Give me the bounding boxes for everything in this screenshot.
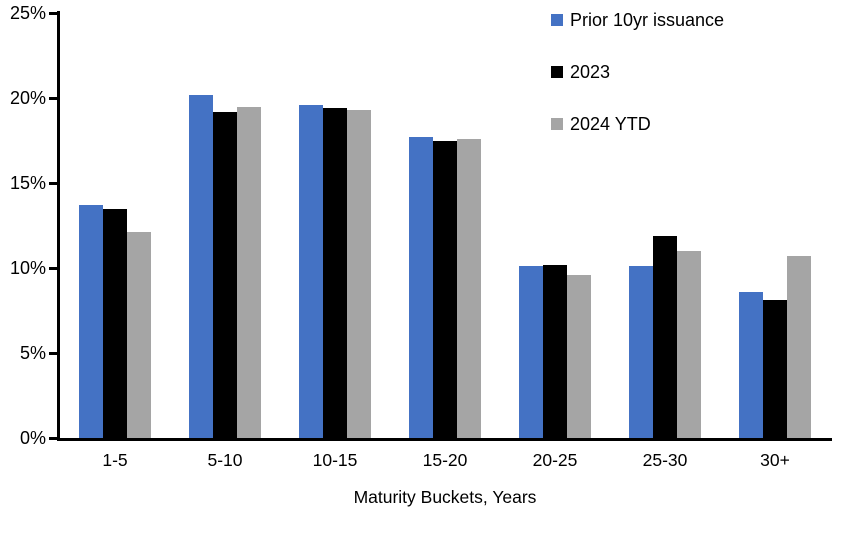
bar-prior-10yr-issuance-20-25 bbox=[519, 266, 543, 438]
x-tick-label-1-5: 1-5 bbox=[102, 450, 128, 470]
y-tick-mark bbox=[49, 97, 57, 100]
y-tick-label: 5% bbox=[19, 343, 46, 363]
bar-2023-30+ bbox=[763, 300, 787, 438]
bar-prior-10yr-issuance-15-20 bbox=[409, 137, 433, 438]
bar-2023-1-5 bbox=[103, 208, 127, 438]
x-tick-label-30+: 30+ bbox=[760, 450, 790, 470]
bar-2023-15-20 bbox=[433, 140, 457, 438]
legend-marker-icon bbox=[551, 118, 563, 130]
y-tick-label: 0% bbox=[19, 428, 46, 448]
bar-group-10-15 bbox=[280, 13, 390, 438]
legend-item-2023: 2023 bbox=[551, 61, 724, 83]
legend-label: 2023 bbox=[570, 61, 611, 82]
bar-prior-10yr-issuance-25-30 bbox=[629, 266, 653, 438]
bar-group-30+ bbox=[720, 13, 830, 438]
bar-prior-10yr-issuance-30+ bbox=[739, 291, 763, 438]
legend-marker-icon bbox=[551, 14, 563, 26]
bar-group-20-25 bbox=[500, 13, 610, 438]
bar-2024-ytd-20-25 bbox=[567, 274, 591, 438]
bar-group-15-20 bbox=[390, 13, 500, 438]
legend: Prior 10yr issuance 2023 2024 YTD bbox=[551, 9, 724, 135]
bar-2023-20-25 bbox=[543, 264, 567, 438]
bar-prior-10yr-issuance-1-5 bbox=[79, 205, 103, 438]
x-tick-label-15-20: 15-20 bbox=[422, 450, 468, 470]
x-axis-labels: 1-5 5-10 10-15 15-20 20-25 25-30 30+ bbox=[60, 450, 830, 471]
x-axis-title: Maturity Buckets, Years bbox=[353, 487, 537, 507]
x-tick-label-10-15: 10-15 bbox=[312, 450, 358, 470]
legend-label: Prior 10yr issuance bbox=[570, 9, 725, 30]
x-axis-line bbox=[57, 438, 832, 441]
bar-group-1-5 bbox=[60, 13, 170, 438]
bar-2023-10-15 bbox=[323, 108, 347, 438]
legend-item-prior-10yr-issuance: Prior 10yr issuance bbox=[551, 9, 724, 31]
bar-group-25-30 bbox=[610, 13, 720, 438]
y-tick-mark bbox=[49, 437, 57, 440]
bar-2024-ytd-1-5 bbox=[127, 232, 151, 438]
y-tick-mark bbox=[49, 352, 57, 355]
legend-item-2024-ytd: 2024 YTD bbox=[551, 113, 724, 135]
x-tick-label-5-10: 5-10 bbox=[207, 450, 243, 470]
x-tick-label-25-30: 25-30 bbox=[642, 450, 688, 470]
y-tick-label: 10% bbox=[9, 258, 46, 278]
bar-prior-10yr-issuance-5-10 bbox=[189, 94, 213, 438]
legend-marker-icon bbox=[551, 66, 563, 78]
bar-2024-ytd-15-20 bbox=[457, 138, 481, 438]
plot-area bbox=[60, 13, 830, 438]
bar-prior-10yr-issuance-10-15 bbox=[299, 104, 323, 438]
y-tick-mark bbox=[49, 12, 57, 15]
y-tick-label: 25% bbox=[9, 3, 46, 23]
bar-2024-ytd-30+ bbox=[787, 256, 811, 438]
y-tick-mark bbox=[49, 267, 57, 270]
bar-2023-25-30 bbox=[653, 235, 677, 438]
bar-2024-ytd-25-30 bbox=[677, 251, 701, 438]
y-tick-mark bbox=[49, 182, 57, 185]
legend-label: 2024 YTD bbox=[570, 113, 651, 134]
y-axis-line bbox=[57, 11, 60, 441]
bar-2024-ytd-5-10 bbox=[237, 106, 261, 438]
y-tick-label: 20% bbox=[9, 88, 46, 108]
x-tick-label-20-25: 20-25 bbox=[532, 450, 578, 470]
bar-group-5-10 bbox=[170, 13, 280, 438]
bar-2023-5-10 bbox=[213, 111, 237, 438]
bar-2024-ytd-10-15 bbox=[347, 109, 371, 438]
y-tick-label: 15% bbox=[9, 173, 46, 193]
